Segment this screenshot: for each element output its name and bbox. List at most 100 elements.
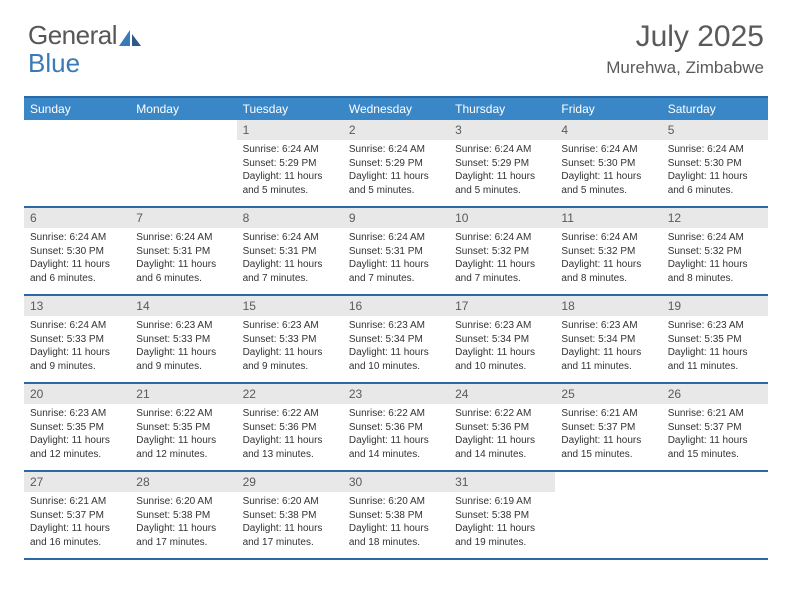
day-cell — [555, 472, 661, 558]
dow-thursday: Thursday — [449, 98, 555, 120]
daylight-text: Daylight: 11 hours and 6 minutes. — [30, 258, 124, 285]
sunset-text: Sunset: 5:35 PM — [136, 421, 230, 435]
day-cell: 7Sunrise: 6:24 AMSunset: 5:31 PMDaylight… — [130, 208, 236, 294]
dow-saturday: Saturday — [662, 98, 768, 120]
day-number: 15 — [237, 296, 343, 316]
daylight-text: Daylight: 11 hours and 9 minutes. — [30, 346, 124, 373]
sunset-text: Sunset: 5:38 PM — [455, 509, 549, 523]
day-body: Sunrise: 6:24 AMSunset: 5:31 PMDaylight:… — [343, 228, 449, 289]
daylight-text: Daylight: 11 hours and 5 minutes. — [349, 170, 443, 197]
sunrise-text: Sunrise: 6:24 AM — [136, 231, 230, 245]
sunset-text: Sunset: 5:37 PM — [561, 421, 655, 435]
day-cell: 5Sunrise: 6:24 AMSunset: 5:30 PMDaylight… — [662, 120, 768, 206]
sunset-text: Sunset: 5:38 PM — [243, 509, 337, 523]
sunset-text: Sunset: 5:34 PM — [561, 333, 655, 347]
day-cell: 26Sunrise: 6:21 AMSunset: 5:37 PMDayligh… — [662, 384, 768, 470]
day-cell: 15Sunrise: 6:23 AMSunset: 5:33 PMDayligh… — [237, 296, 343, 382]
sunset-text: Sunset: 5:35 PM — [668, 333, 762, 347]
sunrise-text: Sunrise: 6:24 AM — [561, 143, 655, 157]
day-body: Sunrise: 6:23 AMSunset: 5:35 PMDaylight:… — [24, 404, 130, 465]
location: Murehwa, Zimbabwe — [606, 58, 764, 78]
day-cell — [662, 472, 768, 558]
day-body: Sunrise: 6:20 AMSunset: 5:38 PMDaylight:… — [237, 492, 343, 553]
daylight-text: Daylight: 11 hours and 11 minutes. — [668, 346, 762, 373]
dow-tuesday: Tuesday — [237, 98, 343, 120]
day-number: 17 — [449, 296, 555, 316]
sunrise-text: Sunrise: 6:24 AM — [30, 231, 124, 245]
daylight-text: Daylight: 11 hours and 18 minutes. — [349, 522, 443, 549]
day-body: Sunrise: 6:20 AMSunset: 5:38 PMDaylight:… — [130, 492, 236, 553]
week-row: 1Sunrise: 6:24 AMSunset: 5:29 PMDaylight… — [24, 120, 768, 208]
day-cell: 11Sunrise: 6:24 AMSunset: 5:32 PMDayligh… — [555, 208, 661, 294]
day-body: Sunrise: 6:24 AMSunset: 5:29 PMDaylight:… — [449, 140, 555, 201]
dow-monday: Monday — [130, 98, 236, 120]
day-cell: 27Sunrise: 6:21 AMSunset: 5:37 PMDayligh… — [24, 472, 130, 558]
day-cell: 3Sunrise: 6:24 AMSunset: 5:29 PMDaylight… — [449, 120, 555, 206]
day-cell: 28Sunrise: 6:20 AMSunset: 5:38 PMDayligh… — [130, 472, 236, 558]
daylight-text: Daylight: 11 hours and 5 minutes. — [455, 170, 549, 197]
sunset-text: Sunset: 5:32 PM — [561, 245, 655, 259]
day-body: Sunrise: 6:24 AMSunset: 5:32 PMDaylight:… — [555, 228, 661, 289]
sunset-text: Sunset: 5:33 PM — [136, 333, 230, 347]
sunset-text: Sunset: 5:30 PM — [30, 245, 124, 259]
day-cell: 25Sunrise: 6:21 AMSunset: 5:37 PMDayligh… — [555, 384, 661, 470]
day-body: Sunrise: 6:23 AMSunset: 5:33 PMDaylight:… — [237, 316, 343, 377]
sunset-text: Sunset: 5:34 PM — [349, 333, 443, 347]
day-number: 12 — [662, 208, 768, 228]
day-body: Sunrise: 6:24 AMSunset: 5:32 PMDaylight:… — [449, 228, 555, 289]
sunrise-text: Sunrise: 6:24 AM — [455, 231, 549, 245]
sunrise-text: Sunrise: 6:24 AM — [349, 143, 443, 157]
day-body: Sunrise: 6:23 AMSunset: 5:35 PMDaylight:… — [662, 316, 768, 377]
day-number: 18 — [555, 296, 661, 316]
sunset-text: Sunset: 5:33 PM — [243, 333, 337, 347]
sunrise-text: Sunrise: 6:23 AM — [136, 319, 230, 333]
logo: General — [28, 20, 141, 51]
day-number: 3 — [449, 120, 555, 140]
day-cell: 22Sunrise: 6:22 AMSunset: 5:36 PMDayligh… — [237, 384, 343, 470]
sunset-text: Sunset: 5:37 PM — [668, 421, 762, 435]
sunset-text: Sunset: 5:30 PM — [561, 157, 655, 171]
title-block: July 2025 Murehwa, Zimbabwe — [606, 20, 764, 78]
day-cell: 16Sunrise: 6:23 AMSunset: 5:34 PMDayligh… — [343, 296, 449, 382]
day-number: 19 — [662, 296, 768, 316]
daylight-text: Daylight: 11 hours and 13 minutes. — [243, 434, 337, 461]
day-cell — [24, 120, 130, 206]
daylight-text: Daylight: 11 hours and 6 minutes. — [136, 258, 230, 285]
day-cell: 18 Sunrise: 6:23 AMSunset: 5:34 PMDayligh… — [555, 296, 661, 382]
sunrise-text: Sunrise: 6:24 AM — [243, 231, 337, 245]
day-cell: 29Sunrise: 6:20 AMSunset: 5:38 PMDayligh… — [237, 472, 343, 558]
day-cell: 1Sunrise: 6:24 AMSunset: 5:29 PMDaylight… — [237, 120, 343, 206]
day-cell: 6Sunrise: 6:24 AMSunset: 5:30 PMDaylight… — [24, 208, 130, 294]
week-row: 6Sunrise: 6:24 AMSunset: 5:30 PMDaylight… — [24, 208, 768, 296]
day-body: Sunrise: 6:21 AMSunset: 5:37 PMDaylight:… — [662, 404, 768, 465]
sunset-text: Sunset: 5:36 PM — [243, 421, 337, 435]
day-number: 6 — [24, 208, 130, 228]
sunset-text: Sunset: 5:36 PM — [455, 421, 549, 435]
day-number: 9 — [343, 208, 449, 228]
day-cell: 24Sunrise: 6:22 AMSunset: 5:36 PMDayligh… — [449, 384, 555, 470]
day-body: Sunrise: 6:23 AMSunset: 5:33 PMDaylight:… — [130, 316, 236, 377]
day-number: 25 — [555, 384, 661, 404]
sunset-text: Sunset: 5:32 PM — [455, 245, 549, 259]
daylight-text: Daylight: 11 hours and 14 minutes. — [349, 434, 443, 461]
sunrise-text: Sunrise: 6:21 AM — [561, 407, 655, 421]
sunrise-text: Sunrise: 6:24 AM — [243, 143, 337, 157]
month-title: July 2025 — [606, 20, 764, 54]
daylight-text: Daylight: 11 hours and 11 minutes. — [561, 346, 655, 373]
day-body: Sunrise: 6:24 AMSunset: 5:31 PMDaylight:… — [237, 228, 343, 289]
sunrise-text: Sunrise: 6:21 AM — [30, 495, 124, 509]
daylight-text: Daylight: 11 hours and 7 minutes. — [349, 258, 443, 285]
daylight-text: Daylight: 11 hours and 8 minutes. — [561, 258, 655, 285]
sunrise-text: Sunrise: 6:24 AM — [561, 231, 655, 245]
day-cell: 10Sunrise: 6:24 AMSunset: 5:32 PMDayligh… — [449, 208, 555, 294]
day-body: Sunrise: 6:24 AMSunset: 5:30 PMDaylight:… — [24, 228, 130, 289]
sunset-text: Sunset: 5:31 PM — [243, 245, 337, 259]
sunset-text: Sunset: 5:31 PM — [349, 245, 443, 259]
sunrise-text: Sunrise: 6:23 AM — [561, 319, 655, 333]
day-number: 16 — [343, 296, 449, 316]
day-of-week-row: Sunday Monday Tuesday Wednesday Thursday… — [24, 98, 768, 120]
sunrise-text: Sunrise: 6:22 AM — [243, 407, 337, 421]
day-cell: 14Sunrise: 6:23 AMSunset: 5:33 PMDayligh… — [130, 296, 236, 382]
day-cell: 20Sunrise: 6:23 AMSunset: 5:35 PMDayligh… — [24, 384, 130, 470]
day-number: 5 — [662, 120, 768, 140]
